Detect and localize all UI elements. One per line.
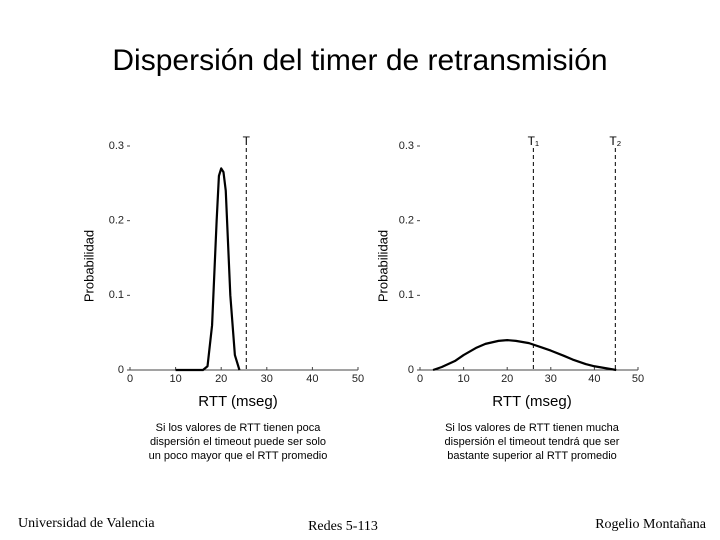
y-tick-label: 0.2 (399, 215, 414, 227)
footer-left: Universidad de Valencia (18, 516, 155, 531)
y-tick-label: 0 (118, 364, 124, 376)
threshold-label: T (243, 134, 251, 148)
x-tick-label: 0 (417, 373, 423, 385)
x-axis-label: RTT (mseg) (198, 393, 277, 410)
threshold-label: T₂ (609, 134, 621, 148)
footer-right: Rogelio Montañana (595, 517, 707, 532)
x-tick-label: 30 (545, 373, 557, 385)
caption: Si los valores de RTT tienen poca (156, 422, 322, 434)
caption: dispersión el timeout tendrá que ser (445, 436, 620, 448)
y-tick-label: 0 (408, 364, 414, 376)
caption: dispersión el timeout puede ser solo (150, 436, 326, 448)
x-tick-label: 50 (632, 373, 644, 385)
line (432, 339, 617, 372)
x-tick-label: 20 (215, 373, 227, 385)
y-tick-label: 0.3 (399, 140, 414, 152)
caption: un poco mayor que el RTT promedio (149, 450, 328, 462)
footer-center: Redes 5-113 (308, 519, 378, 534)
x-tick-label: 30 (261, 373, 273, 385)
y-axis-label: Probabilidad (81, 230, 96, 302)
y-axis-label: Probabilidad (375, 230, 390, 302)
y-tick-label: 0.1 (109, 289, 124, 301)
y-tick-label: 0.1 (399, 289, 414, 301)
slide-title: Dispersión del timer de retransmisión (112, 44, 607, 77)
line (175, 167, 241, 372)
x-tick-label: 10 (457, 373, 469, 385)
x-axis-label: RTT (mseg) (492, 393, 571, 410)
x-tick-label: 50 (352, 373, 364, 385)
x-tick-label: 20 (501, 373, 513, 385)
y-tick-label: 0.3 (109, 140, 124, 152)
caption: bastante superior al RTT promedio (447, 450, 617, 462)
threshold-label: T₁ (528, 134, 539, 148)
x-tick-label: 0 (127, 373, 133, 385)
y-tick-label: 0.2 (109, 215, 124, 227)
x-tick-label: 40 (306, 373, 318, 385)
caption: Si los valores de RTT tienen mucha (445, 422, 620, 434)
x-tick-label: 40 (588, 373, 600, 385)
x-tick-label: 10 (169, 373, 181, 385)
